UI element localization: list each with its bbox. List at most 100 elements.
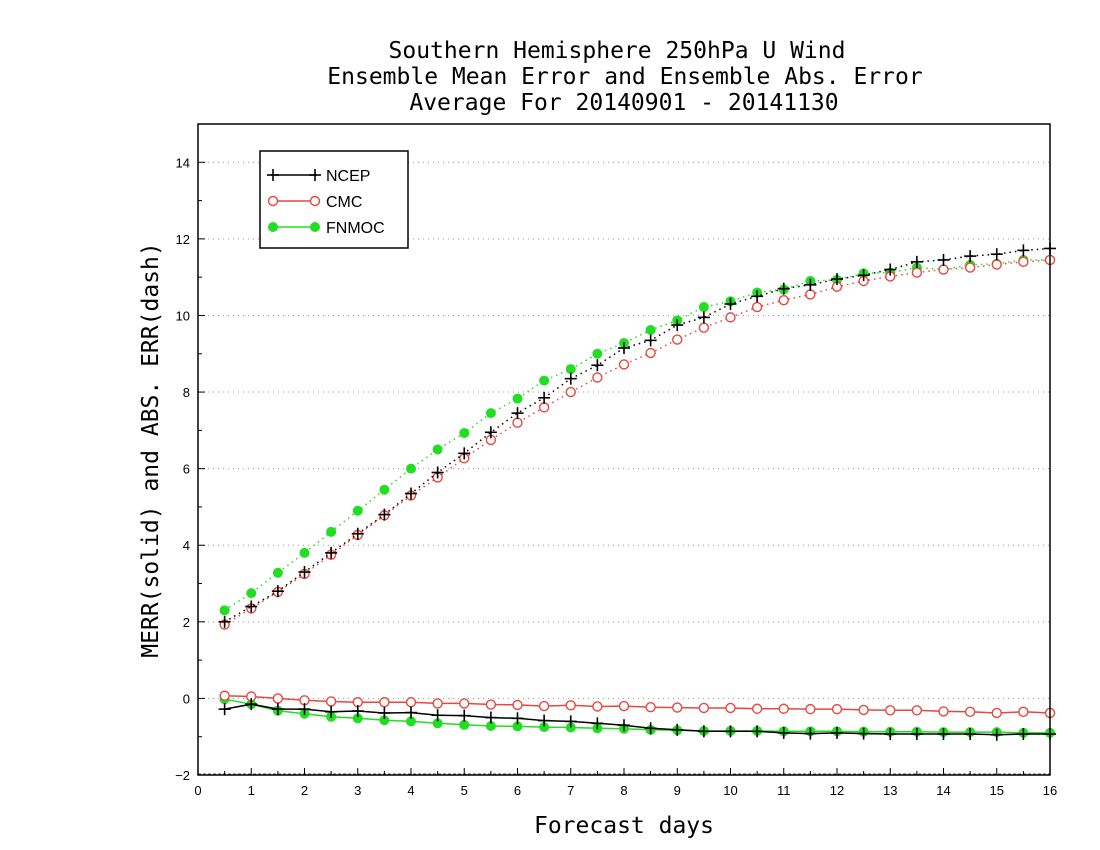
- series-cmc-abs_err-point: [778, 294, 789, 306]
- chart-title-line-1: Southern Hemisphere 250hPa U Wind: [389, 38, 846, 64]
- series-ncep-abs_err-point: [431, 466, 444, 479]
- legend-marker-start-fnmoc: [268, 222, 278, 232]
- series-ncep-merr-point: [484, 711, 497, 724]
- series-cmc-merr-point: [672, 702, 683, 713]
- series-ncep-merr-point: [777, 726, 790, 739]
- series-cmc-abs_err-point: [698, 322, 710, 333]
- series-fnmoc-abs_err-point: [512, 393, 523, 404]
- series-ncep-abs_err-point: [671, 319, 684, 332]
- grid-lines: [198, 161, 1050, 775]
- legend-item-ncep: NCEP: [267, 168, 370, 185]
- series-cmc-merr-point: [272, 693, 284, 704]
- series-ncep-abs_err-point: [484, 426, 497, 439]
- series-ncep-merr-point: [804, 727, 817, 740]
- series-cmc-merr-point: [725, 702, 736, 714]
- series-ncep-merr-point: [644, 722, 657, 735]
- series-cmc-merr-point: [405, 697, 417, 708]
- series-cmc-merr-point: [538, 700, 550, 712]
- series-ncep-abs_err-point: [777, 282, 790, 295]
- series-ncep-merr-point: [671, 723, 684, 736]
- series-cmc-abs_err-point: [964, 262, 976, 273]
- series-ncep-abs_err-point: [245, 600, 258, 613]
- series-ncep-merr-point: [724, 725, 737, 738]
- series-cmc-merr-point: [592, 701, 603, 712]
- series-fnmoc: [219, 254, 1055, 738]
- y-axis-label: MERR(solid) and ABS. ERR(dash): [138, 242, 164, 657]
- series-ncep-merr-point: [964, 728, 977, 741]
- x-tick-label: 0: [194, 783, 201, 798]
- legend-marker-end-cmc: [309, 195, 321, 207]
- series-cmc-merr-point: [938, 706, 949, 717]
- chart-title-line-2: Ensemble Mean Error and Ensemble Abs. Er…: [327, 64, 922, 90]
- series-cmc-merr-point: [485, 699, 497, 710]
- series-cmc-merr-point: [512, 699, 523, 711]
- series-ncep-abs_err-point: [751, 290, 764, 303]
- series-cmc-merr-point: [698, 702, 710, 714]
- x-tick-label: 13: [883, 783, 897, 798]
- y-axis-ticks: −2 0 2 4 6 8 10 12 14: [175, 155, 205, 783]
- series-cmc-merr-point: [885, 705, 896, 716]
- series-ncep-merr-point: [831, 726, 843, 739]
- series-ncep-merr-point: [697, 725, 710, 738]
- series-cmc-abs_err-line: [224, 259, 1051, 626]
- series-layer: [218, 242, 1056, 741]
- y-tick-label: 4: [183, 538, 190, 553]
- series-ncep-abs_err-point: [298, 566, 311, 579]
- series-cmc-merr-point: [565, 700, 576, 711]
- series-fnmoc-merr-point: [379, 715, 390, 726]
- series-cmc-abs_err-point: [538, 402, 550, 413]
- legend-item-fnmoc: FNMOC: [268, 220, 385, 237]
- x-axis-label: Forecast days: [534, 813, 714, 839]
- y-tick-label: 10: [176, 308, 190, 323]
- series-ncep-merr-point: [1017, 728, 1030, 741]
- series-fnmoc-merr-point: [459, 719, 470, 730]
- series-cmc-abs_err-point: [938, 264, 949, 275]
- series-fnmoc-abs_err-point: [485, 408, 496, 419]
- series-fnmoc-abs_err-point: [246, 588, 257, 599]
- series-ncep-merr-point: [405, 706, 417, 719]
- series-cmc-merr-point: [911, 705, 923, 716]
- series-ncep-abs_err-point: [857, 269, 870, 282]
- series-ncep-merr-point: [591, 717, 604, 730]
- series-cmc-abs_err-point: [805, 289, 816, 300]
- series-ncep-abs_err-point: [458, 447, 471, 460]
- legend-label-ncep: NCEP: [326, 168, 370, 185]
- series-fnmoc-abs_err-point: [565, 364, 576, 375]
- series-ncep-abs_err-point: [538, 391, 551, 404]
- series-ncep-merr-point: [751, 725, 764, 738]
- series-cmc-abs_err-point: [751, 301, 763, 313]
- legend-label-cmc: CMC: [326, 194, 362, 211]
- series-ncep-merr-point: [351, 705, 364, 718]
- series-ncep-abs_err-point: [644, 334, 657, 347]
- series-ncep-abs_err-point: [378, 508, 391, 521]
- series-fnmoc-abs_err-point: [379, 484, 390, 495]
- series-cmc-merr-point: [831, 703, 843, 715]
- series-fnmoc-abs_err-point: [539, 375, 550, 386]
- series-fnmoc-abs_err-point: [592, 348, 603, 359]
- series-ncep-merr-point: [511, 712, 524, 725]
- y-tick-label: 12: [176, 232, 190, 247]
- series-fnmoc-abs_err-point: [406, 463, 416, 474]
- series-fnmoc-abs_err-point: [326, 526, 337, 537]
- series-cmc-merr-point: [219, 690, 230, 701]
- x-tick-label: 4: [407, 783, 414, 798]
- x-tick-label: 7: [567, 783, 574, 798]
- series-cmc-abs_err-point: [725, 312, 736, 323]
- series-ncep-abs_err-point: [218, 615, 231, 628]
- series-ncep-abs_err-point: [937, 253, 950, 266]
- x-tick-label: 1: [248, 783, 255, 798]
- series-cmc-abs_err-point: [645, 347, 656, 359]
- series-cmc-abs_err-point: [1018, 256, 1029, 268]
- legend-box: [259, 150, 409, 249]
- series-cmc-merr-point: [645, 702, 656, 713]
- x-tick-label: 9: [674, 783, 681, 798]
- legend-marker-end-fnmoc: [310, 222, 320, 232]
- series-fnmoc-abs_err-point: [272, 567, 283, 578]
- series-ncep-abs_err-point: [884, 263, 897, 276]
- series-ncep-abs_err-point: [351, 527, 364, 540]
- series-cmc-abs_err-point: [565, 386, 576, 398]
- series-ncep-abs_err-point: [325, 546, 338, 559]
- series-fnmoc-merr-point: [432, 718, 443, 729]
- series-fnmoc-merr-line: [224, 698, 1050, 734]
- x-tick-label: 16: [1043, 783, 1057, 798]
